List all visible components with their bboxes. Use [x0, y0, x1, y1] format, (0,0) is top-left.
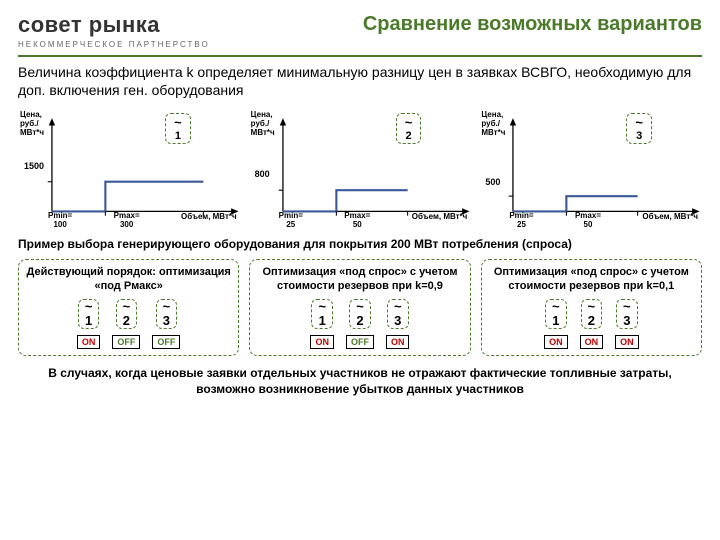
generator-3: ~3 ON	[386, 299, 410, 350]
slide: совет рынка НЕКОММЕРЧЕСКОЕ ПАРТНЕРСТВО С…	[0, 0, 720, 540]
y-axis-label: Цена, руб./ МВт*ч	[481, 111, 505, 137]
generator-icon: ~1	[545, 299, 567, 330]
price-value: 1500	[24, 161, 44, 171]
generator-1: ~1 ON	[77, 299, 101, 350]
slide-title: Сравнение возможных вариантов	[363, 12, 702, 36]
charts-row: Цена, руб./ МВт*ч ~1 1500 Pmin= 100 Pmax= …	[18, 109, 702, 229]
logo: совет рынка НЕКОММЕРЧЕСКОЕ ПАРТНЕРСТВО	[18, 12, 210, 49]
pmin-label: Pmin= 25	[509, 212, 533, 230]
chart-1: Цена, руб./ МВт*ч ~1 1500 Pmin= 100 Pmax= …	[18, 109, 241, 229]
generator-icon: ~3	[387, 299, 409, 330]
description: Величина коэффициента k определяет миним…	[18, 63, 702, 99]
state-badge: ON	[544, 335, 568, 349]
state-badge: ON	[615, 335, 639, 349]
state-badge: OFF	[346, 335, 374, 349]
x-axis-label: Объем, МВт*ч	[412, 212, 468, 230]
price-value: 800	[255, 169, 270, 179]
scenario-title: Оптимизация «под спрос» с учетом стоимос…	[488, 266, 695, 292]
x-axis-labels: Pmin= 25 Pmax= 50 Объем, МВт*ч	[279, 212, 468, 230]
scenario-3: Оптимизация «под спрос» с учетом стоимос…	[481, 259, 702, 356]
state-badge: OFF	[112, 335, 140, 349]
example-subtitle: Пример выбора генерирующего оборудования…	[18, 237, 702, 251]
pmin-label: Pmin= 100	[48, 212, 72, 230]
chart-2: Цена, руб./ МВт*ч ~2 800 Pmin= 25 Pmax= 50…	[249, 109, 472, 229]
price-value: 500	[485, 177, 500, 187]
logo-sub: НЕКОММЕРЧЕСКОЕ ПАРТНЕРСТВО	[18, 40, 210, 49]
scenario-title: Оптимизация «под спрос» с учетом стоимос…	[256, 266, 463, 292]
x-axis-labels: Pmin= 100 Pmax= 300 Объем, МВт*ч	[48, 212, 237, 230]
footer-note: В случаях, когда ценовые заявки отдельны…	[18, 366, 702, 397]
generator-1: ~1 ON	[544, 299, 568, 350]
chart-3: Цена, руб./ МВт*ч ~3 500 Pmin= 25 Pmax= 50…	[479, 109, 702, 229]
state-badge: ON	[77, 335, 101, 349]
generator-icon: ~2	[116, 299, 138, 330]
generator-3: ~3 OFF	[152, 299, 180, 350]
y-axis-label: Цена, руб./ МВт*ч	[20, 111, 44, 137]
generator-icon: ~1	[78, 299, 100, 330]
generator-states: ~1 ON~2 OFF~3 OFF	[77, 299, 181, 350]
generator-icon: ~3	[616, 299, 638, 330]
scenario-1: Действующий порядок: оптимизация «под Рм…	[18, 259, 239, 356]
generator-states: ~1 ON~2 ON~3 ON	[544, 299, 639, 350]
y-axis-label: Цена, руб./ МВт*ч	[251, 111, 275, 137]
pmax-label: Pmax= 300	[114, 212, 140, 230]
generator-2: ~2 OFF	[346, 299, 374, 350]
pmin-label: Pmin= 25	[279, 212, 303, 230]
generator-2: ~2 ON	[580, 299, 604, 350]
logo-main: совет рынка	[18, 12, 210, 38]
state-badge: ON	[310, 335, 334, 349]
generator-icon: ~3	[156, 299, 178, 330]
state-badge: ON	[580, 335, 604, 349]
generator-2: ~2 OFF	[112, 299, 140, 350]
generator-icon: ~2	[349, 299, 371, 330]
pmax-label: Pmax= 50	[575, 212, 601, 230]
generator-1: ~1 ON	[310, 299, 334, 350]
generator-icon: ~1	[311, 299, 333, 330]
x-axis-label: Объем, МВт*ч	[642, 212, 698, 230]
generator-3: ~3 ON	[615, 299, 639, 350]
x-axis-labels: Pmin= 25 Pmax= 50 Объем, МВт*ч	[509, 212, 698, 230]
scenario-title: Действующий порядок: оптимизация «под Рм…	[25, 266, 232, 292]
state-badge: OFF	[152, 335, 180, 349]
scenario-2: Оптимизация «под спрос» с учетом стоимос…	[249, 259, 470, 356]
generator-badge: ~1	[165, 113, 191, 144]
generator-badge: ~3	[626, 113, 652, 144]
x-axis-label: Объем, МВт*ч	[181, 212, 237, 230]
header: совет рынка НЕКОММЕРЧЕСКОЕ ПАРТНЕРСТВО С…	[18, 12, 702, 57]
scenarios-row: Действующий порядок: оптимизация «под Рм…	[18, 259, 702, 356]
generator-badge: ~2	[396, 113, 422, 144]
generator-states: ~1 ON ~2 OFF ~3 ON	[310, 299, 409, 350]
state-badge: ON	[386, 335, 410, 349]
pmax-label: Pmax= 50	[344, 212, 370, 230]
generator-icon: ~2	[581, 299, 603, 330]
